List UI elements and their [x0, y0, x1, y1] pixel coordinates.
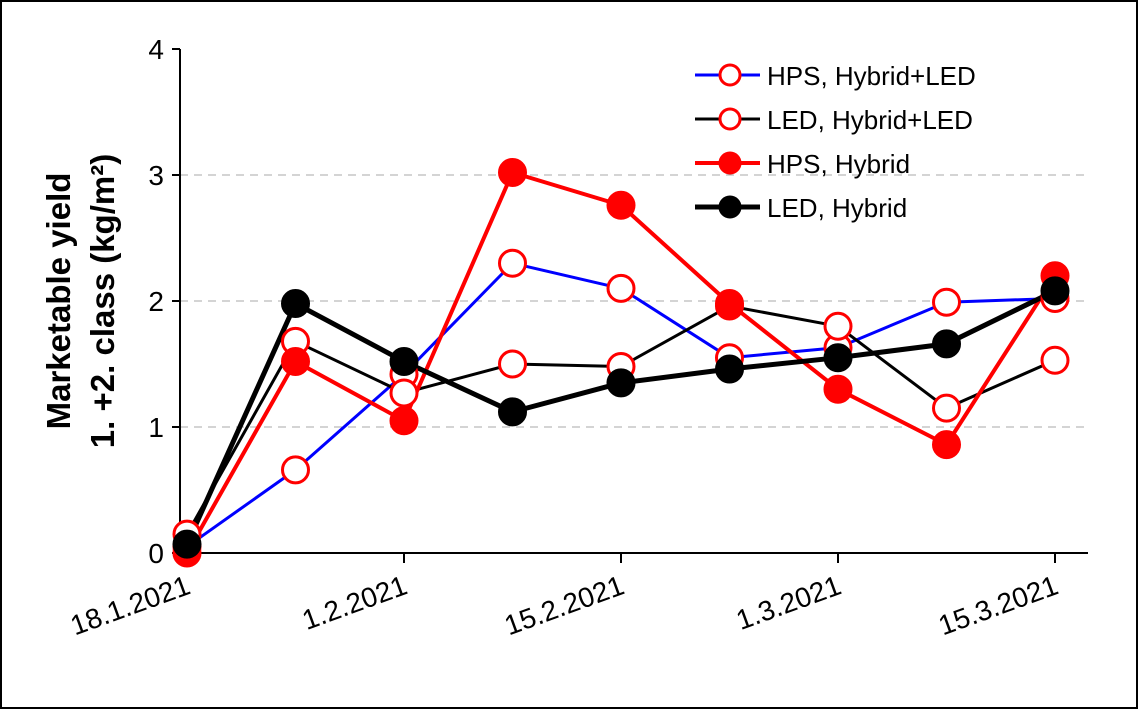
y-tick-label: 0: [148, 538, 164, 569]
marker: [932, 430, 961, 460]
marker: [389, 406, 419, 436]
y-axis-title: Marketable yield 1. +2. class (kg/m²): [40, 154, 121, 448]
marker: [389, 378, 419, 408]
marker: [1040, 276, 1070, 306]
marker: [281, 289, 310, 319]
marker: [498, 349, 527, 379]
marker: [715, 289, 744, 319]
y-tick-label: 4: [148, 34, 164, 65]
marker: [498, 157, 527, 187]
legend-label: HPS, Hybrid+LED: [767, 61, 976, 91]
marker: [932, 329, 961, 359]
y-axis-title-line: Marketable yield: [40, 173, 77, 430]
marker: [172, 529, 202, 559]
marker: [498, 248, 527, 278]
marker: [606, 273, 636, 303]
legend-label: LED, Hybrid+LED: [767, 105, 973, 135]
y-tick-label: 2: [148, 286, 164, 317]
legend-marker: [718, 195, 742, 219]
marker: [932, 287, 961, 317]
marker: [281, 346, 310, 376]
legend-marker: [718, 107, 742, 131]
marker: [1040, 345, 1070, 375]
marker: [823, 311, 853, 341]
marker: [606, 190, 636, 220]
marker: [823, 343, 853, 373]
marker: [606, 368, 636, 398]
marker: [715, 354, 744, 384]
y-tick-label: 1: [148, 412, 164, 443]
legend-label: LED, Hybrid: [767, 193, 907, 223]
legend-marker: [718, 63, 742, 87]
y-tick-label: 3: [148, 160, 164, 191]
legend-label: HPS, Hybrid: [767, 149, 910, 179]
marker: [281, 455, 310, 485]
marker: [498, 397, 527, 427]
marker: [389, 346, 419, 376]
marker: [823, 374, 853, 404]
legend-marker: [718, 151, 742, 175]
y-axis-title-line: 1. +2. class (kg/m²): [84, 154, 121, 448]
marker: [932, 393, 961, 423]
